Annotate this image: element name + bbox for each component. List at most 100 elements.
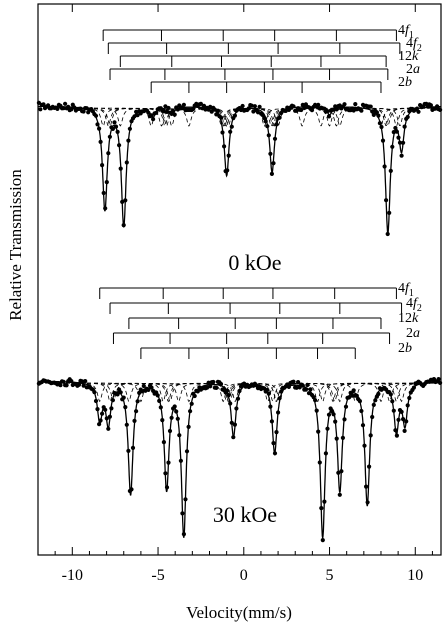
data-point <box>201 103 207 108</box>
sextet-sticks-2b: 2b <box>150 75 412 93</box>
data-point <box>228 129 233 134</box>
data-point <box>377 121 382 126</box>
data-point <box>169 415 174 420</box>
component-curve-4f2 <box>38 107 441 127</box>
sextet-label: 12k <box>398 49 419 64</box>
sextet-label: 12k <box>398 311 419 326</box>
data-point <box>229 420 234 425</box>
data-point <box>326 114 332 119</box>
data-point <box>416 109 421 114</box>
data-point <box>183 497 188 502</box>
data-point <box>107 134 112 139</box>
data-point <box>347 395 352 400</box>
data-point <box>121 223 126 228</box>
data-point <box>135 399 140 404</box>
data-point <box>214 385 219 390</box>
data-point <box>166 105 171 111</box>
data-point <box>211 379 216 385</box>
data-point <box>220 130 225 135</box>
data-point <box>376 113 381 118</box>
data-point <box>269 171 274 176</box>
data-point <box>181 102 186 107</box>
data-point <box>316 429 321 434</box>
data-point <box>229 124 234 129</box>
data-point <box>399 409 404 414</box>
data-point <box>189 401 194 406</box>
data-point <box>428 103 433 108</box>
data-point <box>364 484 369 489</box>
sextet-label: 4f1 <box>398 23 414 41</box>
data-point <box>371 112 376 117</box>
data-point <box>438 107 443 112</box>
data-point <box>385 231 390 237</box>
data-point <box>181 532 186 537</box>
data-point <box>379 124 384 130</box>
data-point <box>126 448 131 453</box>
data-point <box>402 124 407 129</box>
data-point <box>246 106 251 111</box>
data-point <box>262 115 267 121</box>
data-point <box>263 119 268 124</box>
data-point <box>132 418 137 423</box>
data-point <box>206 380 211 385</box>
x-axis-label: Velocity(mm/s) <box>186 603 292 622</box>
data-point <box>93 398 99 404</box>
data-point <box>167 428 173 434</box>
data-point <box>101 190 106 196</box>
data-point <box>41 102 46 107</box>
data-point <box>268 404 273 409</box>
data-point <box>393 428 398 433</box>
sextet-label: 2b <box>398 341 412 356</box>
field-label: 0 kOe <box>228 250 281 275</box>
data-point <box>274 122 279 127</box>
sextet-label: 2a <box>406 62 420 77</box>
component-curve-2a <box>38 107 441 127</box>
data-point <box>66 104 71 109</box>
data-point <box>271 441 276 446</box>
data-point <box>388 168 393 173</box>
data-point <box>98 418 103 423</box>
data-point <box>192 393 197 399</box>
data-point <box>235 396 241 401</box>
plot-frame <box>37 3 442 556</box>
data-point <box>208 384 213 389</box>
data-point <box>308 387 313 392</box>
data-point <box>107 414 112 419</box>
data-point <box>198 101 203 106</box>
sextet-sticks-4f1: 4f1 <box>102 23 414 41</box>
data-point <box>384 198 389 203</box>
data-point <box>353 102 358 107</box>
sextet-label: 2b <box>398 75 412 90</box>
data-point <box>362 443 367 448</box>
data-point <box>104 416 109 421</box>
data-point <box>161 440 166 445</box>
data-point <box>279 389 284 394</box>
data-point <box>149 385 154 390</box>
data-point <box>146 387 151 392</box>
component-curve-2b <box>38 382 441 403</box>
data-point <box>171 108 176 113</box>
data-point <box>367 464 372 469</box>
data-point <box>272 451 278 456</box>
data-point <box>359 108 364 113</box>
data-point <box>160 418 165 423</box>
x-tick-label: -5 <box>151 567 164 584</box>
sextet-sticks-12k: 12k <box>119 49 419 67</box>
data-point <box>331 107 336 112</box>
data-point <box>269 419 274 424</box>
sextet-sticks-4f2: 4f2 <box>107 36 422 54</box>
data-point <box>55 106 60 111</box>
data-point <box>333 419 338 424</box>
data-point <box>228 401 233 406</box>
data-point <box>266 391 271 396</box>
data-point <box>93 113 99 118</box>
data-point <box>300 383 305 388</box>
data-point <box>106 426 111 431</box>
data-point <box>343 404 349 409</box>
data-point <box>218 381 224 387</box>
data-point <box>265 387 270 392</box>
data-point <box>112 120 117 125</box>
data-point <box>146 110 151 115</box>
data-point <box>405 114 410 120</box>
